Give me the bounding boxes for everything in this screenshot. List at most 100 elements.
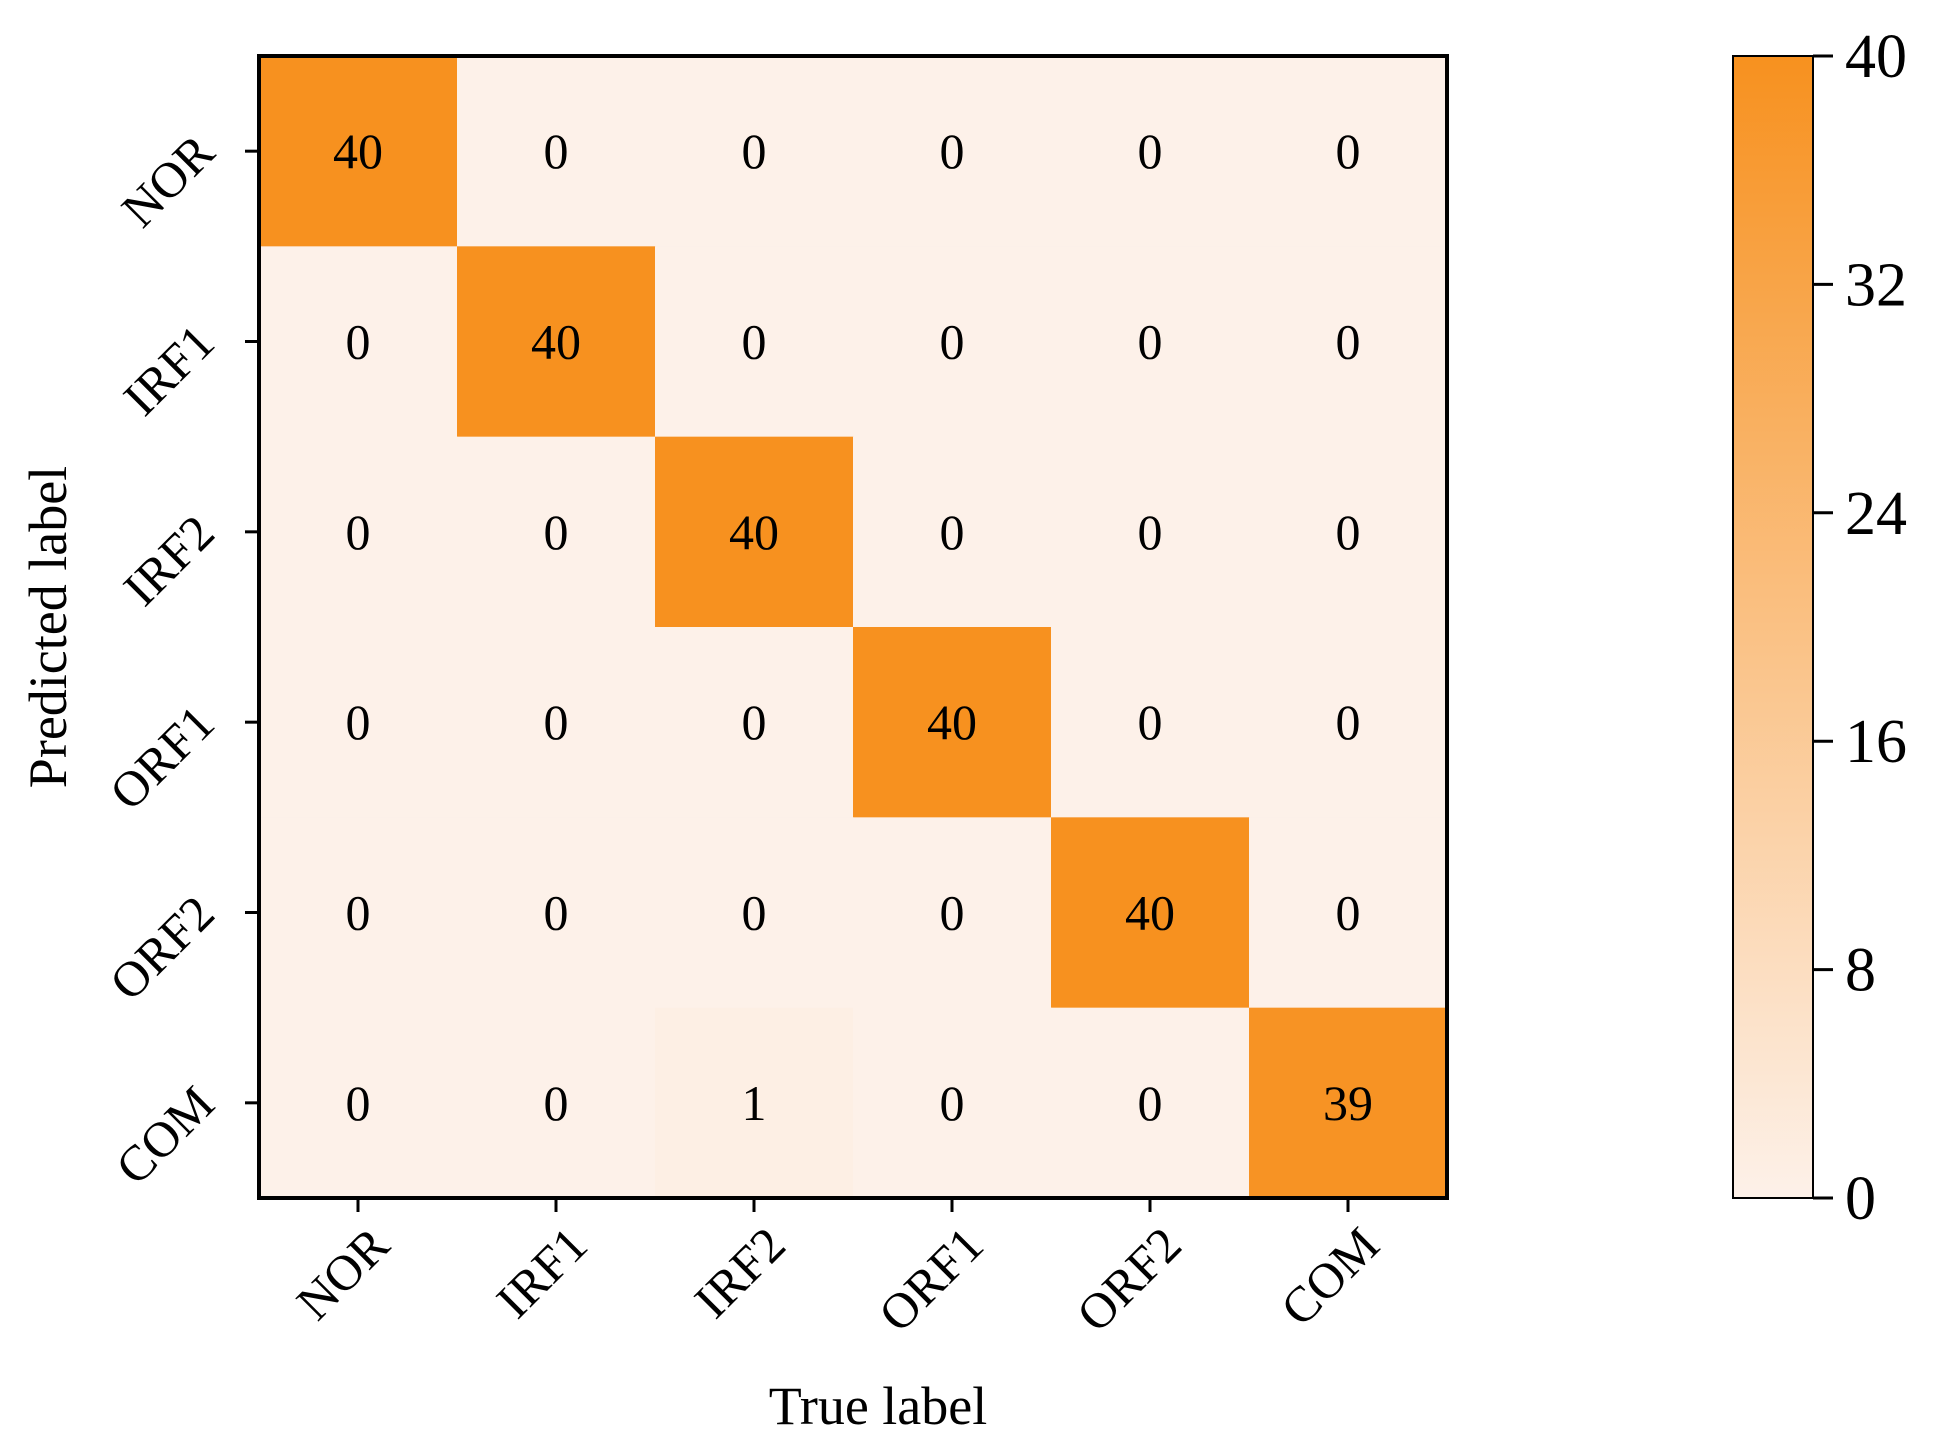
colorbar-tick-label: 16 xyxy=(1845,708,1907,776)
cell-value-label: 0 xyxy=(544,123,569,179)
cell-value-label: 0 xyxy=(940,123,965,179)
heatmap-cell-com-orf2 xyxy=(1051,1007,1250,1199)
heatmap-cell-com-nor xyxy=(259,1007,458,1199)
heatmap-cell-orf1-irf2 xyxy=(655,627,854,818)
x-tick-label: IRF1 xyxy=(485,1216,597,1328)
cell-value-label: 0 xyxy=(544,694,569,750)
cell-value-label: 0 xyxy=(940,885,965,941)
colorbar-tick-label: 0 xyxy=(1845,1165,1876,1233)
cell-value-label: 0 xyxy=(1138,694,1163,750)
cell-value-label: 0 xyxy=(742,885,767,941)
colorbar-ticks: 0 8 16 24 32 40 xyxy=(1813,23,1907,1233)
cell-value-label: 40 xyxy=(927,694,977,750)
heatmap-cell-orf2-orf2 xyxy=(1051,817,1250,1009)
heatmap-cell-orf1-orf2 xyxy=(1051,627,1250,818)
x-axis-title: True label xyxy=(769,1376,987,1436)
cell-value-label: 0 xyxy=(544,1075,569,1131)
y-tick-label: IRF1 xyxy=(112,314,224,426)
cell-value-label: 0 xyxy=(1138,504,1163,560)
cell-value-label: 39 xyxy=(1323,1075,1373,1131)
x-tick-label: NOR xyxy=(286,1216,401,1331)
y-tick-label: NOR xyxy=(111,123,226,238)
plot-frame xyxy=(257,54,1449,1200)
heatmap-cell-com-orf1 xyxy=(853,1007,1052,1199)
heatmap-cell-irf1-irf2 xyxy=(655,246,854,438)
x-tick-label: COM xyxy=(1270,1216,1390,1336)
y-tick-label: ORF1 xyxy=(99,694,225,820)
heatmap-cell-irf1-orf2 xyxy=(1051,246,1250,438)
cell-value-label: 0 xyxy=(346,1075,371,1131)
heatmap-cell-nor-com xyxy=(1249,56,1448,247)
cell-value-label: 0 xyxy=(1138,1075,1163,1131)
heatmap-cell-irf2-com xyxy=(1249,436,1448,628)
cell-value-label: 0 xyxy=(1336,314,1361,370)
cell-value-label: 0 xyxy=(1336,694,1361,750)
cell-value-label: 40 xyxy=(729,504,779,560)
heatmap-cell-com-irf2 xyxy=(655,1007,854,1199)
cell-value-label: 0 xyxy=(346,314,371,370)
x-axis-ticks: NOR IRF1 IRF2 ORF1 ORF2 COM xyxy=(286,1198,1390,1342)
cell-value-label: 40 xyxy=(531,314,581,370)
heatmap-cell-irf1-com xyxy=(1249,246,1448,438)
y-axis-title: Predicted label xyxy=(18,466,78,788)
cell-value-label: 0 xyxy=(940,504,965,560)
heatmap-cell-irf1-nor xyxy=(259,246,458,438)
heatmap-cell-nor-irf1 xyxy=(457,56,656,247)
heatmap-cell-irf1-orf1 xyxy=(853,246,1052,438)
cell-value-label: 0 xyxy=(940,314,965,370)
heatmap-cell-com-com xyxy=(1249,1007,1448,1199)
cell-value-label: 0 xyxy=(346,694,371,750)
heatmap-cell-nor-orf1 xyxy=(853,56,1052,247)
y-tick-label: ORF2 xyxy=(99,885,225,1011)
heatmap-cell-irf1-irf1 xyxy=(457,246,656,438)
cell-value-label: 0 xyxy=(1138,123,1163,179)
heatmap-cell-com-irf1 xyxy=(457,1007,656,1199)
cell-value-label: 0 xyxy=(346,885,371,941)
heatmap-cell-orf2-irf2 xyxy=(655,817,854,1009)
heatmap-cell-nor-nor xyxy=(259,56,458,247)
heatmap-cell-irf2-nor xyxy=(259,436,458,628)
cell-value-label: 0 xyxy=(1336,504,1361,560)
cell-value-label: 40 xyxy=(1125,885,1175,941)
cell-value-label: 0 xyxy=(940,1075,965,1131)
cell-value-label: 0 xyxy=(742,694,767,750)
cell-value-label: 0 xyxy=(544,504,569,560)
y-tick-label: COM xyxy=(105,1075,225,1195)
heatmap-cell-orf2-com xyxy=(1249,817,1448,1009)
cell-value-label: 0 xyxy=(1336,885,1361,941)
cell-value-label: 0 xyxy=(346,504,371,560)
heatmap-cell-nor-irf2 xyxy=(655,56,854,247)
colorbar-tick-label: 24 xyxy=(1845,480,1907,548)
heatmap-cell-irf2-irf2 xyxy=(655,436,854,628)
cell-value-label: 0 xyxy=(1138,314,1163,370)
y-tick-label: IRF2 xyxy=(112,504,224,616)
cell-value-label: 0 xyxy=(544,885,569,941)
heatmap-cell-irf2-orf2 xyxy=(1051,436,1250,628)
heatmap-cell-orf2-nor xyxy=(259,817,458,1009)
heatmap-cell-irf2-irf1 xyxy=(457,436,656,628)
heatmap-cell-orf1-irf1 xyxy=(457,627,656,818)
heatmap-cell-nor-orf2 xyxy=(1051,56,1250,247)
y-axis-ticks: NOR IRF1 IRF2 ORF1 ORF2 COM xyxy=(99,123,259,1195)
heatmap-cell-orf1-orf1 xyxy=(853,627,1052,818)
heatmap-cell-orf2-orf1 xyxy=(853,817,1052,1009)
colorbar-tick-label: 32 xyxy=(1845,251,1907,319)
x-tick-label: ORF1 xyxy=(868,1216,994,1342)
cell-value-label: 0 xyxy=(742,314,767,370)
colorbar xyxy=(1732,55,1814,1199)
x-tick-label: IRF2 xyxy=(683,1216,795,1328)
heatmap-cell-orf1-nor xyxy=(259,627,458,818)
heatmap-cell-orf2-irf1 xyxy=(457,817,656,1009)
heatmap-cell-labels: 40 0 0 0 0 0 0 40 0 0 0 0 0 0 40 0 0 0 0 0 0 40 0 0 0 0 0 0 40 0 0 0 1 0 0… xyxy=(333,123,1373,1131)
heatmap-cells xyxy=(259,56,1448,1199)
cell-value-label: 40 xyxy=(333,123,383,179)
heatmap-cell-irf2-orf1 xyxy=(853,436,1052,628)
colorbar-tick-label: 8 xyxy=(1845,937,1876,1005)
x-tick-label: ORF2 xyxy=(1066,1216,1192,1342)
colorbar-tick-label: 40 xyxy=(1845,23,1907,91)
cell-value-label: 1 xyxy=(742,1075,767,1131)
cell-value-label: 0 xyxy=(742,123,767,179)
cell-value-label: 0 xyxy=(1336,123,1361,179)
heatmap-cell-orf1-com xyxy=(1249,627,1448,818)
